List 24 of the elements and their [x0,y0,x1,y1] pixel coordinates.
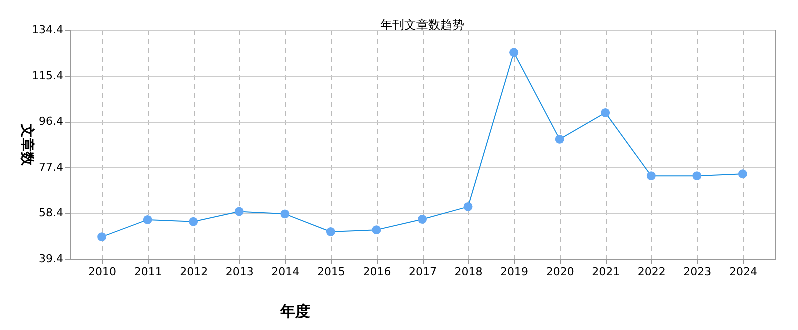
x-tick-label: 2011 [134,266,162,278]
x-tick-label: 2022 [638,266,666,278]
y-tick-label: 77.4 [39,160,64,174]
x-tick-label: 2024 [729,266,758,278]
x-tick-label: 2012 [180,266,208,278]
y-tick-label: 115.4 [32,69,64,82]
x-tick-label: 2018 [454,266,483,278]
x-tick-label: 2014 [272,266,300,278]
x-tick-label: 2017 [409,266,437,278]
y-tick-label: 96.4 [39,115,64,128]
y-tick-label: 58.4 [39,206,64,220]
y-tick-label: 134.4 [32,24,64,36]
x-tick-label: 2010 [88,266,117,278]
x-axis-title: 年度 [280,302,310,320]
x-tick-label: 2020 [546,266,574,278]
x-tick-label: 2023 [684,266,712,278]
y-tick-label: 39.4 [39,252,64,266]
x-tick-label: 2019 [500,266,529,278]
x-tick-label: 2021 [592,266,620,278]
y-axis-title: 文章数 [19,123,36,167]
x-tick-label: 2015 [317,266,346,278]
x-tick-label: 2016 [363,266,392,278]
x-tick-label: 2013 [226,266,254,278]
chart-title: 年刊文章数趋势 [380,18,464,32]
